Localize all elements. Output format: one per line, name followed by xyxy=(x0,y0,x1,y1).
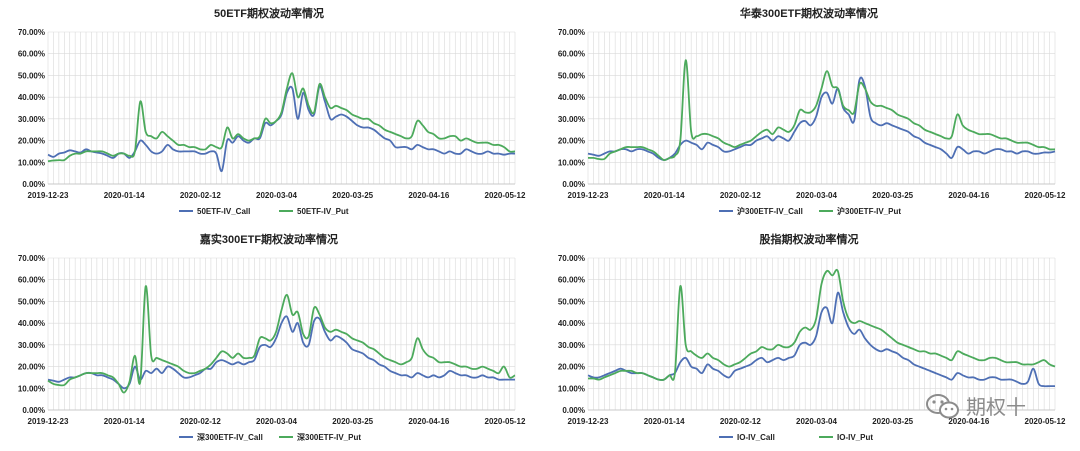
x-tick-label: 2020-03-04 xyxy=(256,191,297,200)
x-tick-label: 2020-03-25 xyxy=(332,417,373,426)
y-tick-label: 50.00% xyxy=(18,71,45,80)
chart-svg-2: 嘉实300ETF期权波动率情况 0.00% 10.00% 20.00% 30.00% 40… xyxy=(18,232,526,442)
chart-title: 50ETF期权波动率情况 xyxy=(214,6,324,20)
y-tick-label: 50.00% xyxy=(558,297,585,306)
y-tick-label: 0.00% xyxy=(22,406,45,415)
legend-label: 深300ETF-IV_Put xyxy=(297,432,361,442)
y-tick-label: 20.00% xyxy=(18,137,45,146)
gridlines xyxy=(47,31,516,185)
chart-panel-huatai-300etf: 华泰300ETF期权波动率情况 0.00% 10.00% 20.00% 30.00% 40… xyxy=(540,0,1070,220)
x-tick-label: 2020-01-14 xyxy=(644,417,685,426)
y-tick-label: 60.00% xyxy=(558,276,585,285)
legend: 深300ETF-IV_Call 深300ETF-IV_Put xyxy=(179,432,361,442)
y-tick-label: 20.00% xyxy=(18,363,45,372)
y-tick-label: 10.00% xyxy=(558,158,585,167)
legend-label: IO-IV_Put xyxy=(837,433,873,442)
legend: IO-IV_Call IO-IV_Put xyxy=(719,433,873,442)
x-tick-label: 2020-05-12 xyxy=(1025,191,1066,200)
y-tick-label: 60.00% xyxy=(18,276,45,285)
gridlines xyxy=(587,257,1056,411)
y-tick-label: 40.00% xyxy=(558,319,585,328)
series-line-1 xyxy=(47,72,516,163)
x-tick-label: 2020-03-04 xyxy=(796,417,837,426)
x-tick-label: 2020-01-14 xyxy=(104,417,145,426)
y-tick-label: 30.00% xyxy=(18,115,45,124)
y-tick-label: 0.00% xyxy=(562,406,585,415)
chart-title: 股指期权波动率情况 xyxy=(760,232,859,246)
x-tick-label: 2020-01-14 xyxy=(104,191,145,200)
x-tick-label: 2020-05-12 xyxy=(485,191,526,200)
y-tick-label: 60.00% xyxy=(18,50,45,59)
series-line-1 xyxy=(47,285,516,394)
y-tick-label: 10.00% xyxy=(558,384,585,393)
gridlines xyxy=(47,257,516,411)
series-line-1 xyxy=(587,59,1056,162)
x-tick-label: 2019-12-23 xyxy=(568,191,609,200)
legend-label: 沪300ETF-IV_Put xyxy=(837,206,901,216)
gridlines xyxy=(587,31,1056,185)
chart-panel-50etf: 50ETF期权波动率情况 0.00% 10.00% 20.00% 30.00% 40.00… xyxy=(0,0,530,220)
y-tick-label: 10.00% xyxy=(18,384,45,393)
y-tick-label: 40.00% xyxy=(18,93,45,102)
x-tick-label: 2020-01-14 xyxy=(644,191,685,200)
y-tick-label: 10.00% xyxy=(18,158,45,167)
y-tick-label: 40.00% xyxy=(558,93,585,102)
chart-svg-3: 股指期权波动率情况 0.00% 10.00% 20.00% 30.00% 40.00% 50… xyxy=(558,232,1066,442)
y-tick-label: 20.00% xyxy=(558,363,585,372)
wechat-watermark: 期权十 xyxy=(926,394,1026,419)
x-tick-label: 2020-03-25 xyxy=(872,191,913,200)
y-tick-label: 70.00% xyxy=(18,28,45,37)
chart-title: 嘉实300ETF期权波动率情况 xyxy=(199,232,338,246)
x-tick-label: 2020-03-04 xyxy=(796,191,837,200)
wechat-logo-icon xyxy=(926,394,959,419)
x-tick-label: 2020-03-25 xyxy=(332,191,373,200)
y-tick-label: 20.00% xyxy=(558,137,585,146)
x-tick-label: 2020-05-12 xyxy=(1025,417,1066,426)
legend: 沪300ETF-IV_Call 沪300ETF-IV_Put xyxy=(719,206,901,216)
x-tick-label: 2020-02-12 xyxy=(180,417,221,426)
x-tick-label: 2020-04-16 xyxy=(408,191,449,200)
x-tick-label: 2019-12-23 xyxy=(568,417,609,426)
legend-label: 沪300ETF-IV_Call xyxy=(737,206,803,216)
legend: 50ETF-IV_Call 50ETF-IV_Put xyxy=(179,207,349,216)
y-tick-label: 0.00% xyxy=(22,180,45,189)
y-tick-label: 30.00% xyxy=(558,115,585,124)
series-line-0 xyxy=(47,315,515,390)
chart-svg-0: 50ETF期权波动率情况 0.00% 10.00% 20.00% 30.00% 40.00… xyxy=(18,6,526,216)
legend-label: 50ETF-IV_Put xyxy=(297,207,349,216)
chart-svg-1: 华泰300ETF期权波动率情况 0.00% 10.00% 20.00% 30.00% 40… xyxy=(558,6,1066,216)
watermark-text: 期权十 xyxy=(966,395,1026,419)
legend-label: 深300ETF-IV_Call xyxy=(197,432,263,442)
legend-label: IO-IV_Call xyxy=(737,433,775,442)
x-tick-label: 2019-12-23 xyxy=(28,191,69,200)
legend-label: 50ETF-IV_Call xyxy=(197,207,250,216)
y-tick-label: 70.00% xyxy=(18,254,45,263)
chart-panel-index-option: 股指期权波动率情况 0.00% 10.00% 20.00% 30.00% 40.00% 50… xyxy=(540,226,1070,446)
y-tick-label: 50.00% xyxy=(558,71,585,80)
x-tick-label: 2020-03-04 xyxy=(256,417,297,426)
x-tick-label: 2020-04-16 xyxy=(948,417,989,426)
x-tick-label: 2020-04-16 xyxy=(948,191,989,200)
x-tick-label: 2020-03-25 xyxy=(872,417,913,426)
chart-title: 华泰300ETF期权波动率情况 xyxy=(740,6,878,20)
y-tick-label: 70.00% xyxy=(558,28,585,37)
x-tick-label: 2020-04-16 xyxy=(408,417,449,426)
y-tick-label: 30.00% xyxy=(18,341,45,350)
x-tick-label: 2020-02-12 xyxy=(720,191,761,200)
y-tick-label: 60.00% xyxy=(558,50,585,59)
y-tick-label: 0.00% xyxy=(562,180,585,189)
y-tick-label: 50.00% xyxy=(18,297,45,306)
x-tick-label: 2020-05-12 xyxy=(485,417,526,426)
x-tick-label: 2020-02-12 xyxy=(720,417,761,426)
y-tick-label: 70.00% xyxy=(558,254,585,263)
chart-panel-jiashi-300etf: 嘉实300ETF期权波动率情况 0.00% 10.00% 20.00% 30.00% 40… xyxy=(0,226,530,446)
series-line-1 xyxy=(587,268,1056,381)
y-tick-label: 40.00% xyxy=(18,319,45,328)
y-tick-label: 30.00% xyxy=(558,341,585,350)
x-tick-label: 2020-02-12 xyxy=(180,191,221,200)
x-tick-label: 2019-12-23 xyxy=(28,417,69,426)
